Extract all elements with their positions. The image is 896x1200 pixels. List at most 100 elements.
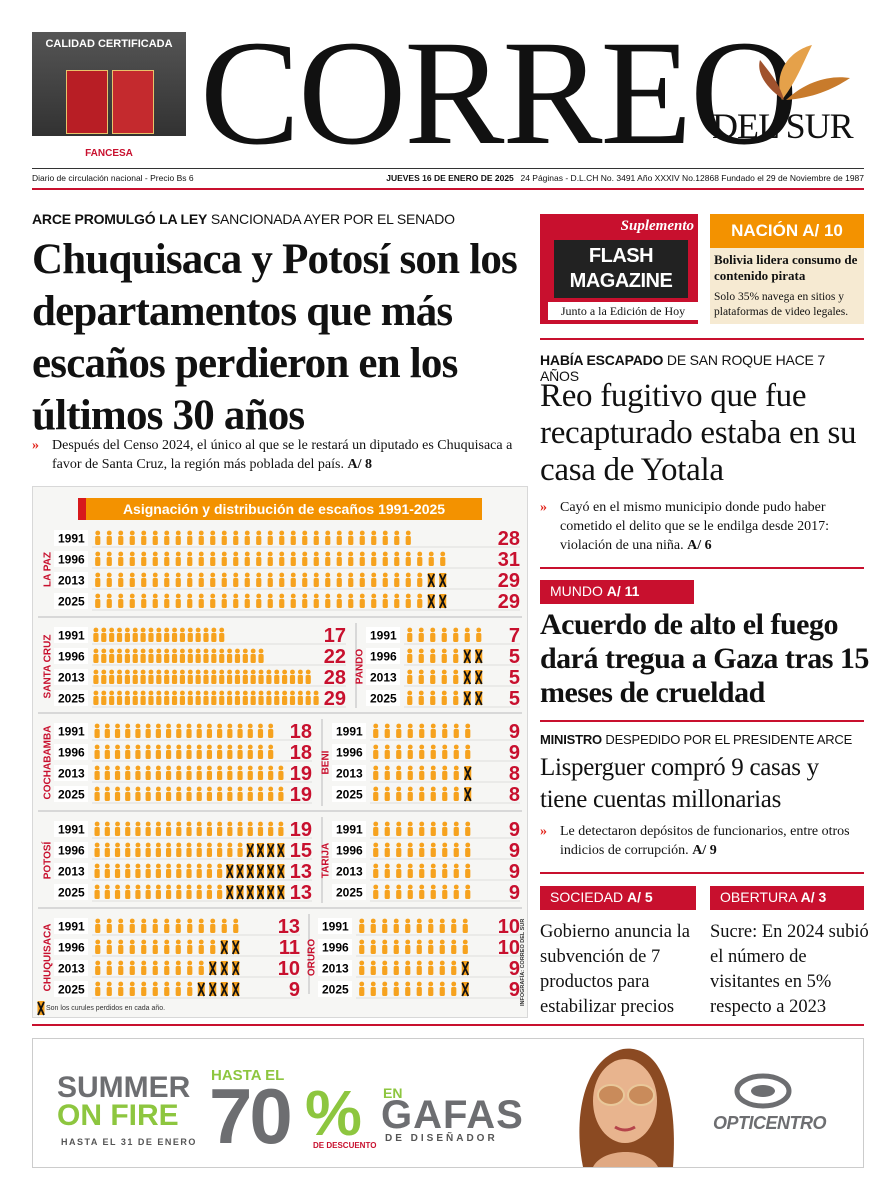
seat-head xyxy=(384,723,390,729)
rule xyxy=(540,720,864,722)
page-ref[interactable]: A/ 6 xyxy=(687,538,712,553)
seat-head xyxy=(95,593,101,599)
seat-head xyxy=(135,884,141,890)
seat-head xyxy=(416,960,422,966)
seat-body xyxy=(396,869,402,878)
seat-body xyxy=(279,599,285,608)
seat-count: 9 xyxy=(509,861,520,883)
seat-head xyxy=(384,863,390,869)
seat-body xyxy=(465,869,471,878)
department-label: TARIJA xyxy=(321,843,332,878)
seat-body xyxy=(179,696,186,705)
seat-head xyxy=(371,551,377,557)
department-label: POTOSÍ xyxy=(41,841,54,879)
seat-body xyxy=(179,675,186,684)
seat-head xyxy=(268,821,274,827)
seat-head xyxy=(95,551,101,557)
seat-head xyxy=(104,821,110,827)
seat-head xyxy=(166,842,171,848)
seat-row xyxy=(94,884,285,900)
seat-head xyxy=(195,669,201,675)
seat-head xyxy=(227,690,232,696)
seat-head xyxy=(274,669,280,675)
seat-body xyxy=(348,536,354,545)
seat-head xyxy=(175,551,181,557)
seat-head xyxy=(247,723,253,729)
seat-body xyxy=(135,890,141,899)
mundo-tab[interactable]: MUNDO A/ 11 xyxy=(540,580,694,604)
seat-row xyxy=(94,744,274,759)
seat-body xyxy=(226,654,233,663)
nacion-summary: Solo 35% navega en sitios y plataformas … xyxy=(714,291,849,318)
seat-row xyxy=(373,842,471,857)
seat-head xyxy=(145,821,151,827)
year-label: 1991 xyxy=(58,629,85,643)
sociedad-tab[interactable]: SOCIEDAD A/ 5 xyxy=(540,886,696,910)
seat-head xyxy=(109,690,115,696)
seat-body xyxy=(221,599,227,608)
seat-row xyxy=(94,786,284,801)
year-label: 2025 xyxy=(336,788,363,802)
obertura-tab[interactable]: OBERTURA A/ 3 xyxy=(710,886,864,910)
seat-head xyxy=(145,863,151,869)
seat-head xyxy=(258,723,263,729)
seat-body xyxy=(359,557,365,566)
seat-body xyxy=(336,536,342,545)
year-label: 2025 xyxy=(370,692,397,706)
seat-body xyxy=(135,827,141,836)
seat-head xyxy=(279,572,285,578)
seat-head xyxy=(164,572,170,578)
lost-seat-mark xyxy=(277,885,285,900)
seat-body xyxy=(164,675,170,684)
seat-body xyxy=(407,750,413,759)
seat-body xyxy=(371,599,377,608)
seat-head xyxy=(336,551,342,557)
seat-head xyxy=(405,593,411,599)
seat-body xyxy=(268,827,274,836)
seat-body xyxy=(297,675,303,684)
seat-body xyxy=(258,675,264,684)
seat-head xyxy=(210,918,216,924)
seat-body xyxy=(256,557,262,566)
seat-body xyxy=(118,966,124,975)
seat-body xyxy=(165,869,172,878)
seat-head xyxy=(207,842,212,848)
note-mark xyxy=(37,1001,45,1016)
nacion-box[interactable]: NACIÓN A/ 10 Bolivia lidera consumo de c… xyxy=(710,214,864,324)
supplement-box[interactable]: Suplemento FLASH MAGAZINE Junto a la Edi… xyxy=(540,214,698,324)
seat-body xyxy=(430,696,436,705)
seat-head xyxy=(250,690,256,696)
year-label: 2013 xyxy=(336,865,363,879)
seat-body xyxy=(217,792,223,801)
seat-head xyxy=(117,648,122,654)
seat-head xyxy=(348,572,354,578)
year-box xyxy=(332,744,366,760)
seat-head xyxy=(166,723,171,729)
seat-body xyxy=(198,945,204,954)
seat-body xyxy=(233,924,239,933)
seat-count: 31 xyxy=(498,549,520,571)
bottom-ad[interactable]: SUMMER ON FIRE HASTA EL 31 DE ENERO HAST… xyxy=(32,1038,864,1168)
seat-body xyxy=(106,987,112,996)
seat-body xyxy=(313,557,319,566)
department-label: LA PAZ xyxy=(43,552,54,587)
seat-head xyxy=(186,842,192,848)
seat-head xyxy=(453,723,459,729)
header-ad[interactable]: CALIDAD CERTIFICADA FANCESA xyxy=(32,32,186,160)
seat-head xyxy=(464,627,470,633)
seat-head xyxy=(145,765,151,771)
seat-head xyxy=(155,765,161,771)
seat-body xyxy=(430,633,436,642)
page-ref[interactable]: A/ 8 xyxy=(347,457,372,472)
seat-body xyxy=(451,924,457,933)
seat-body xyxy=(442,869,448,878)
seat-head xyxy=(211,648,217,654)
seat-body xyxy=(282,696,288,705)
year-label: 2025 xyxy=(58,595,85,609)
seat-body xyxy=(256,536,262,545)
page-ref[interactable]: A/ 9 xyxy=(692,843,717,858)
seat-body xyxy=(155,890,161,899)
seat-head xyxy=(441,627,447,633)
seat-body xyxy=(125,792,131,801)
year-label: 1996 xyxy=(58,844,85,858)
